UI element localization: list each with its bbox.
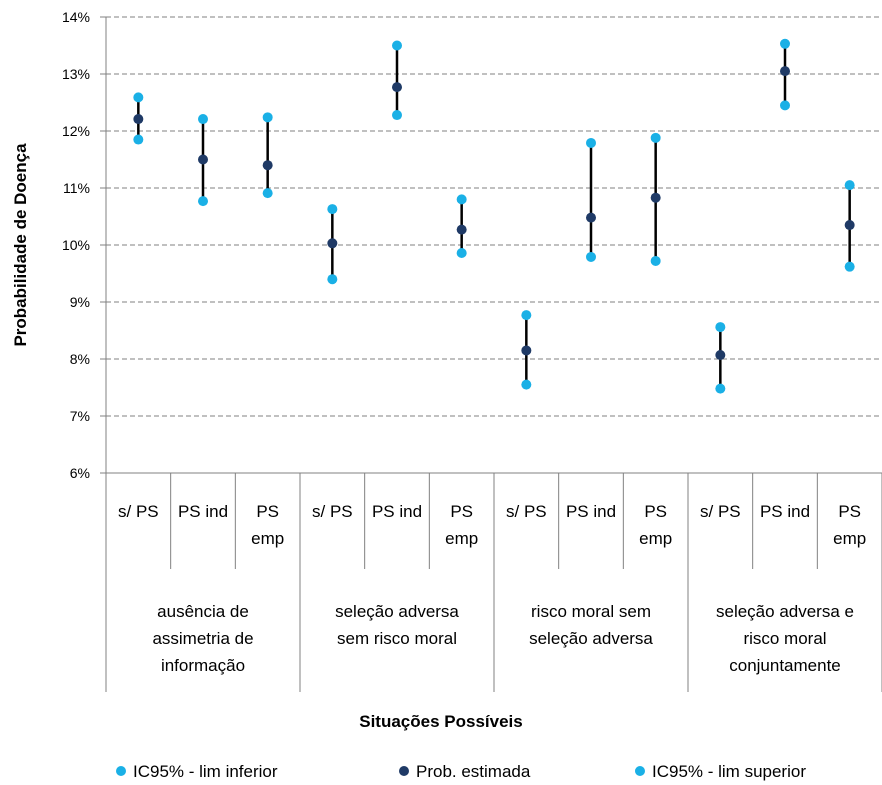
lower-point <box>262 188 273 199</box>
category-label: emp <box>445 529 478 548</box>
category-label: PS <box>450 502 473 521</box>
y-tick-label: 13% <box>62 66 90 82</box>
legend-marker <box>399 766 409 776</box>
category-label: s/ PS <box>118 502 159 521</box>
legend-label: Prob. estimada <box>416 762 531 781</box>
y-tick-label: 6% <box>70 465 90 481</box>
category-label: PS ind <box>760 502 810 521</box>
category-label: PS ind <box>372 502 422 521</box>
estimate-point <box>327 238 338 249</box>
category-label: s/ PS <box>700 502 741 521</box>
group-label: seleção adversa <box>529 629 653 648</box>
y-tick-label: 12% <box>62 123 90 139</box>
y-axis-title: Probabilidade de Doença <box>11 143 30 347</box>
upper-point <box>844 180 855 191</box>
category-label: PS <box>256 502 279 521</box>
category-label: s/ PS <box>312 502 353 521</box>
group-label: seleção adversa <box>335 602 459 621</box>
category-label: PS ind <box>566 502 616 521</box>
legend-label: IC95% - lim inferior <box>133 762 278 781</box>
category-label: emp <box>639 529 672 548</box>
legend-marker <box>116 766 126 776</box>
group-label: ausência de <box>157 602 249 621</box>
group-label: sem risco moral <box>337 629 457 648</box>
group-label: informação <box>161 656 245 675</box>
group-label: risco moral sem <box>531 602 651 621</box>
y-tick-label: 14% <box>62 9 90 25</box>
lower-point <box>844 261 855 272</box>
upper-point <box>198 114 208 125</box>
estimate-point <box>262 160 273 171</box>
group-label: seleção adversa e <box>716 602 854 621</box>
group-label: risco moral <box>743 629 826 648</box>
lower-point <box>456 247 467 258</box>
upper-point <box>456 194 467 205</box>
estimate-point <box>586 212 596 223</box>
estimate-point <box>198 154 208 165</box>
lower-point <box>392 110 402 121</box>
legend-label: IC95% - lim superior <box>652 762 806 781</box>
lower-point <box>133 134 144 145</box>
estimate-point <box>715 350 726 361</box>
lower-point <box>198 196 208 207</box>
category-label: PS <box>838 502 861 521</box>
category-label: PS ind <box>178 502 228 521</box>
upper-point <box>521 310 532 321</box>
lower-point <box>715 383 726 394</box>
category-label: emp <box>251 529 284 548</box>
upper-point <box>780 38 790 49</box>
upper-point <box>586 137 596 148</box>
y-tick-label: 10% <box>62 237 90 253</box>
upper-point <box>327 204 338 215</box>
upper-point <box>133 92 144 103</box>
estimate-point <box>844 220 855 231</box>
upper-point <box>650 132 661 143</box>
estimate-point <box>392 82 402 93</box>
lower-point <box>650 255 661 266</box>
x-axis-title: Situações Possíveis <box>359 712 522 731</box>
estimate-point <box>780 66 790 77</box>
y-tick-label: 8% <box>70 351 90 367</box>
upper-point <box>392 40 402 51</box>
y-tick-label: 7% <box>70 408 90 424</box>
group-label: conjuntamente <box>729 656 841 675</box>
category-label: s/ PS <box>506 502 547 521</box>
upper-point <box>262 112 273 123</box>
group-label: assimetria de <box>152 629 253 648</box>
legend-marker <box>635 766 645 776</box>
upper-point <box>715 322 726 333</box>
lower-point <box>327 274 338 285</box>
y-tick-label: 9% <box>70 294 90 310</box>
estimate-point <box>650 192 661 203</box>
lower-point <box>586 251 596 262</box>
estimate-point <box>456 224 467 235</box>
y-tick-label: 11% <box>63 180 90 196</box>
lower-point <box>521 379 532 390</box>
estimate-point <box>133 114 144 125</box>
lower-point <box>780 100 790 111</box>
estimate-point <box>521 345 532 356</box>
category-label: PS <box>644 502 667 521</box>
category-label: emp <box>833 529 866 548</box>
